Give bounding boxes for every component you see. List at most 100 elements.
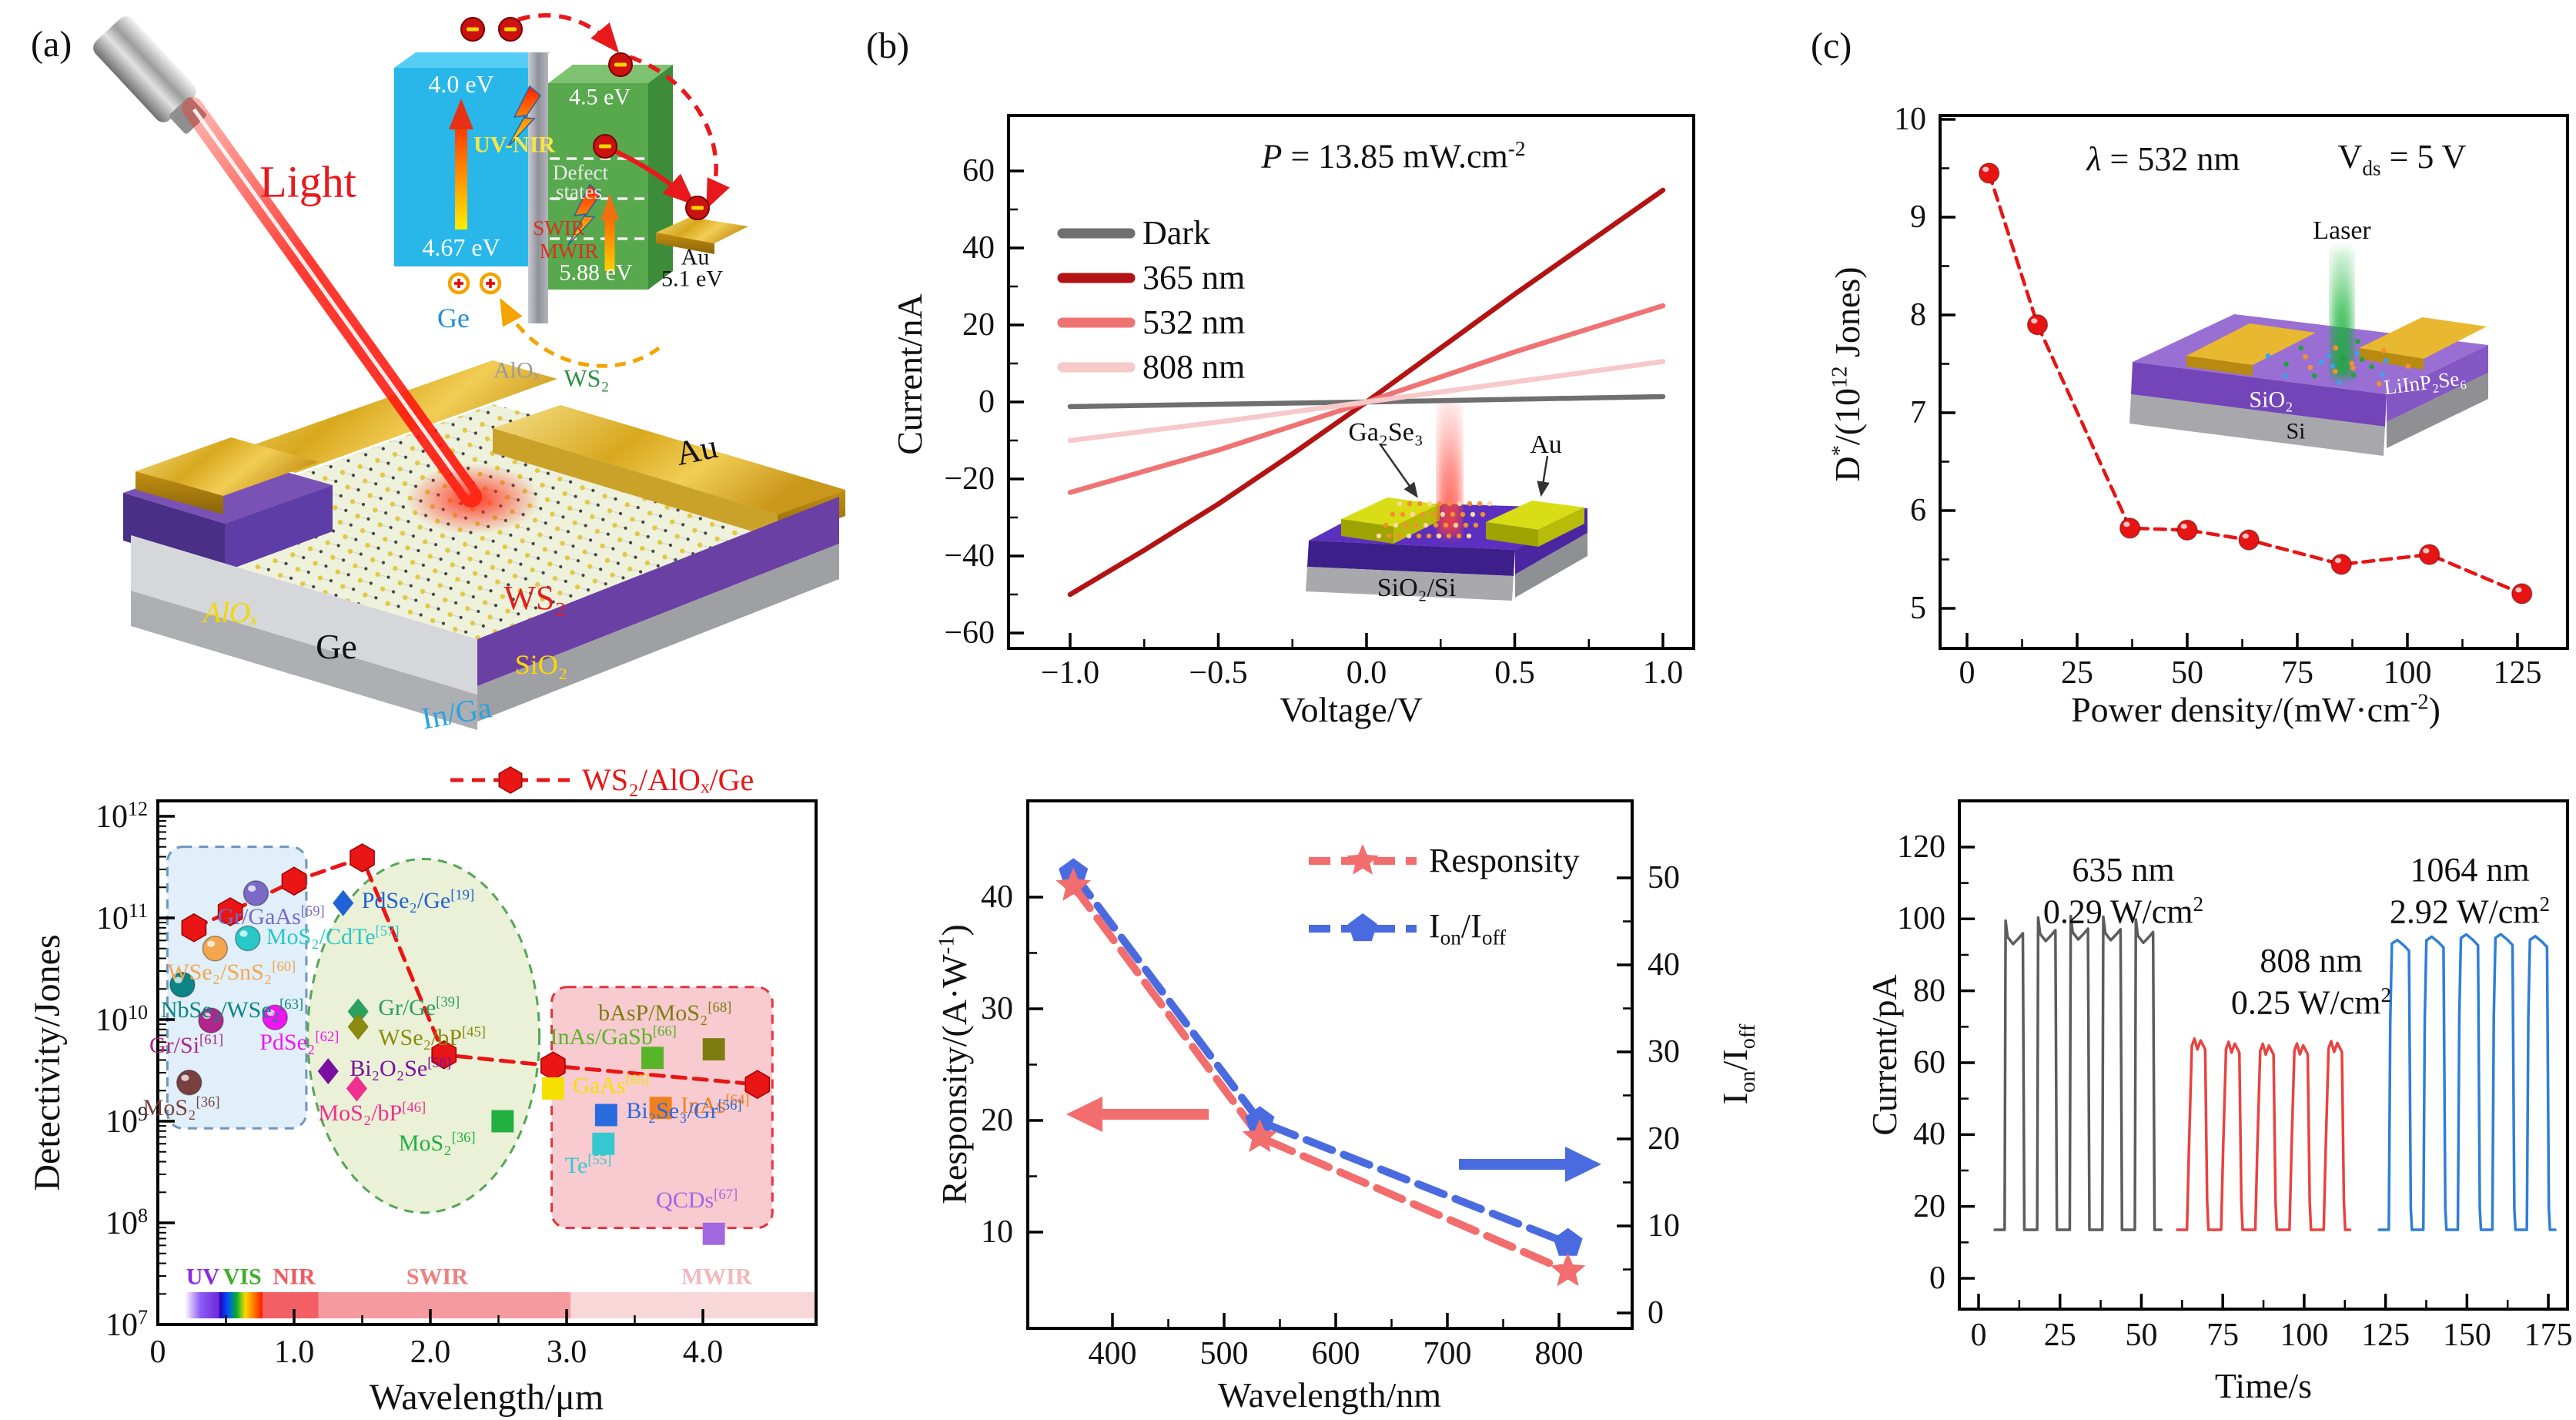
dstar-point — [2119, 517, 2141, 539]
inset-c-device — [2129, 248, 2488, 456]
ws2-affinity-label: 4.5 eV — [569, 84, 631, 110]
electron-icon — [460, 17, 710, 220]
wavelength-annotation: λ = 532 nm — [2086, 139, 2240, 178]
inset-b-atom — [1400, 511, 1406, 517]
x-tick-label: 175 — [2524, 1317, 2573, 1353]
ge-front-face — [131, 535, 477, 695]
inset-c-atom — [2330, 363, 2336, 369]
lit-point — [235, 925, 261, 952]
inset-b-atom — [1416, 533, 1422, 539]
inset-c-atom — [2333, 345, 2339, 351]
band-alox-label: AlOₓ — [493, 357, 540, 383]
defect-emission-arrow — [607, 146, 696, 206]
device-sio2-label: SiO₂ — [514, 649, 568, 681]
band-ws2-label: WS₂ — [564, 364, 610, 393]
y-tick-label: 0 — [1929, 1260, 1945, 1296]
inset-c-atom — [2283, 361, 2289, 367]
y-tick-label: 1011 — [95, 899, 148, 936]
ws2-aloxge-point — [181, 913, 207, 943]
inset-b-atom — [1390, 511, 1396, 517]
inset-b-atom — [1460, 511, 1466, 517]
inset-b-atom — [1467, 501, 1473, 507]
au-plate — [656, 217, 748, 243]
inset-b-atom — [1443, 522, 1449, 528]
spectrum-segment-MWIR — [570, 1292, 816, 1318]
inset-c-atom — [2405, 363, 2411, 370]
x-tick-label: 1.0 — [1642, 655, 1684, 691]
inset-b-atom — [1466, 533, 1472, 539]
inset-c-atom — [2336, 380, 2342, 386]
hole-transfer-arrow — [500, 297, 661, 368]
lit-point — [641, 1047, 664, 1070]
sio2-layer-face — [477, 497, 839, 686]
sphere-highlight — [1982, 166, 1989, 172]
lit-point-label: WSe₂/bP[45] — [378, 1024, 486, 1051]
spectrum-label-MWIR: MWIR — [681, 1264, 752, 1290]
inset-c-atom — [2319, 360, 2324, 365]
inga-base-front — [131, 591, 477, 730]
responsivity-line — [1069, 882, 1572, 1275]
lit-point — [649, 1097, 672, 1120]
inset-b-atom — [1480, 511, 1486, 517]
ws2-aloxge-point — [350, 843, 375, 872]
panel-a-letter: (a) — [31, 23, 72, 65]
laser-beam-core — [192, 108, 472, 496]
x-tick-label: 700 — [1423, 1335, 1472, 1371]
ws2-ip-label: 5.88 eV — [559, 260, 633, 286]
plot-frame — [1939, 114, 2569, 650]
x-axis-label: Power density/(mW·cm-2) — [2071, 690, 2441, 730]
ws2-aloxge-point — [217, 897, 243, 926]
x-tick-label: 50 — [2171, 655, 2203, 691]
pulse-power-label: 2.92 W/cm2 — [2389, 893, 2551, 931]
inset-c-atom — [2298, 345, 2304, 351]
y-axis-label: Current/nA — [889, 293, 929, 455]
y-tick-label: −40 — [944, 538, 995, 574]
lit-point-label: InAs[64] — [681, 1091, 750, 1118]
inset-b-atom — [1406, 533, 1412, 539]
lit-point-label: NbSe₂/WSe₂[63] — [160, 996, 304, 1023]
inset-b-atom — [1430, 511, 1436, 517]
y-axis-label: Detectivity/Jones — [26, 934, 68, 1191]
y-tick-label-right: 30 — [1648, 1033, 1680, 1070]
sphere-highlight — [202, 1012, 211, 1020]
beam-impact-glow — [406, 464, 541, 534]
x-axis-label: Wavelength/μm — [369, 1376, 604, 1418]
lit-point — [702, 1038, 725, 1061]
responsivity-point — [1550, 1252, 1586, 1287]
x-tick-label: 0.5 — [1494, 655, 1535, 691]
inset-b-atom — [1433, 522, 1439, 528]
inset-b-atom — [1477, 501, 1483, 507]
inset-b-atom — [1376, 533, 1382, 539]
y-axis-label-right: Ion/Ioff — [1715, 1023, 1761, 1105]
inset-c-laser-label: Laser — [2313, 216, 2371, 246]
inset-b-atom — [1420, 511, 1426, 517]
inset-c-atom — [2350, 372, 2357, 378]
inset-c-atom — [2265, 353, 2271, 359]
au-plate-front — [656, 233, 714, 254]
inset-c-atom — [2355, 339, 2361, 344]
legend-label: 532 nm — [1142, 303, 1246, 341]
legend-star — [1347, 844, 1379, 875]
inset-b-electrode-pointer — [1537, 455, 1550, 497]
dstar-point — [2026, 313, 2049, 336]
lit-point — [317, 1058, 339, 1085]
pulse-wavelength-label: 808 nm — [2260, 941, 2363, 980]
lit-point — [202, 935, 229, 962]
y-axis-label: D*/(1012 Jones) — [1828, 266, 1868, 482]
dstar-point — [2238, 529, 2260, 551]
y-tick-label-left: 40 — [981, 879, 1013, 915]
inset-c-atom — [2359, 357, 2365, 363]
inset-c-substrate-label: Si — [2286, 418, 2306, 444]
inset-b-atom — [1463, 522, 1469, 528]
ws2-aloxge-point — [431, 1040, 457, 1070]
y-tick-label: 109 — [105, 1102, 148, 1140]
inset-b-atom — [1396, 533, 1402, 539]
inset-b-atom — [1413, 522, 1419, 528]
panel-b-letter: (b) — [866, 25, 909, 66]
lit-point-label: PdSe₂/Ge[19] — [361, 886, 475, 913]
x-tick-label: 75 — [2281, 655, 2313, 691]
inset-b-atom — [1470, 511, 1476, 517]
defect-states-label-1: Defect — [553, 160, 608, 184]
